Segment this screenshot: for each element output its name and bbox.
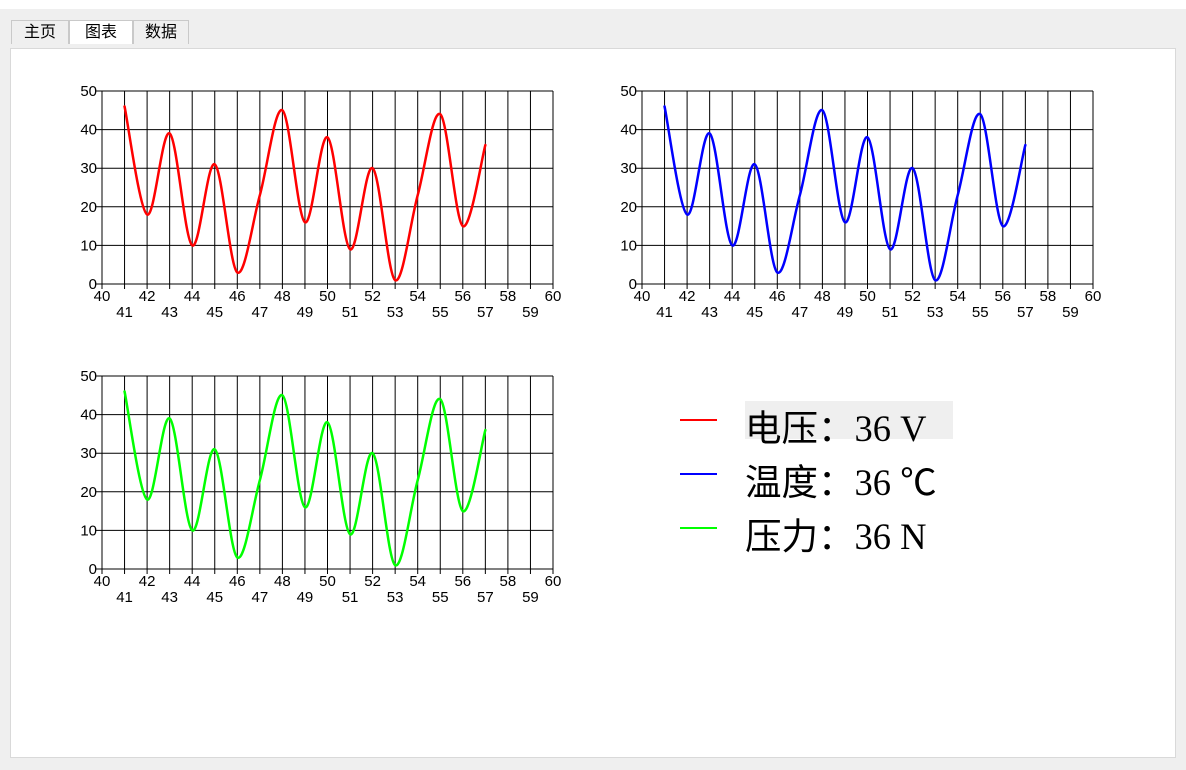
svg-text:43: 43 [161, 589, 178, 606]
svg-text:50: 50 [80, 83, 97, 100]
svg-text:56: 56 [454, 288, 471, 305]
svg-text:30: 30 [620, 160, 637, 177]
svg-text:60: 60 [545, 573, 562, 590]
svg-text:41: 41 [116, 589, 133, 606]
svg-text:42: 42 [679, 288, 696, 305]
svg-text:20: 20 [80, 199, 97, 216]
svg-text:30: 30 [80, 160, 97, 177]
svg-text:58: 58 [500, 288, 517, 305]
svg-text:44: 44 [184, 288, 201, 305]
svg-text:43: 43 [161, 304, 178, 321]
svg-text:46: 46 [229, 573, 246, 590]
svg-text:51: 51 [342, 304, 359, 321]
svg-text:48: 48 [814, 288, 831, 305]
svg-text:20: 20 [80, 484, 97, 501]
svg-text:58: 58 [500, 573, 517, 590]
svg-text:59: 59 [1062, 304, 1079, 321]
svg-text:40: 40 [620, 122, 637, 139]
svg-text:56: 56 [454, 573, 471, 590]
svg-text:59: 59 [522, 589, 539, 606]
svg-text:45: 45 [206, 589, 223, 606]
svg-text:57: 57 [477, 304, 494, 321]
svg-text:20: 20 [620, 199, 637, 216]
svg-text:55: 55 [432, 589, 449, 606]
svg-text:40: 40 [80, 122, 97, 139]
svg-text:10: 10 [80, 522, 97, 539]
svg-text:40: 40 [80, 407, 97, 424]
svg-text:41: 41 [656, 304, 673, 321]
svg-text:52: 52 [364, 573, 381, 590]
svg-text:50: 50 [319, 288, 336, 305]
svg-text:59: 59 [522, 304, 539, 321]
svg-text:50: 50 [620, 83, 637, 100]
svg-text:57: 57 [1017, 304, 1034, 321]
svg-text:49: 49 [297, 304, 314, 321]
svg-text:43: 43 [701, 304, 718, 321]
svg-text:50: 50 [859, 288, 876, 305]
svg-text:47: 47 [252, 589, 269, 606]
svg-text:60: 60 [545, 288, 562, 305]
svg-text:60: 60 [1085, 288, 1102, 305]
svg-text:47: 47 [792, 304, 809, 321]
svg-text:57: 57 [477, 589, 494, 606]
svg-text:48: 48 [274, 288, 291, 305]
svg-text:53: 53 [387, 304, 404, 321]
svg-text:41: 41 [116, 304, 133, 321]
svg-text:47: 47 [252, 304, 269, 321]
svg-text:51: 51 [882, 304, 899, 321]
svg-text:55: 55 [972, 304, 989, 321]
svg-text:53: 53 [387, 589, 404, 606]
svg-text:44: 44 [184, 573, 201, 590]
svg-text:40: 40 [94, 573, 111, 590]
svg-text:54: 54 [409, 573, 426, 590]
svg-text:10: 10 [80, 237, 97, 254]
svg-text:46: 46 [229, 288, 246, 305]
svg-text:30: 30 [80, 445, 97, 462]
svg-text:40: 40 [634, 288, 651, 305]
svg-text:55: 55 [432, 304, 449, 321]
svg-text:46: 46 [769, 288, 786, 305]
svg-text:52: 52 [904, 288, 921, 305]
svg-text:51: 51 [342, 589, 359, 606]
svg-text:54: 54 [949, 288, 966, 305]
svg-text:54: 54 [409, 288, 426, 305]
svg-text:44: 44 [724, 288, 741, 305]
svg-text:56: 56 [994, 288, 1011, 305]
svg-text:52: 52 [364, 288, 381, 305]
svg-text:50: 50 [80, 368, 97, 385]
svg-text:49: 49 [837, 304, 854, 321]
svg-text:10: 10 [620, 237, 637, 254]
svg-text:48: 48 [274, 573, 291, 590]
svg-text:40: 40 [94, 288, 111, 305]
svg-text:45: 45 [746, 304, 763, 321]
svg-text:42: 42 [139, 573, 156, 590]
svg-text:50: 50 [319, 573, 336, 590]
svg-text:58: 58 [1040, 288, 1057, 305]
svg-text:42: 42 [139, 288, 156, 305]
svg-text:49: 49 [297, 589, 314, 606]
svg-text:45: 45 [206, 304, 223, 321]
svg-text:53: 53 [927, 304, 944, 321]
